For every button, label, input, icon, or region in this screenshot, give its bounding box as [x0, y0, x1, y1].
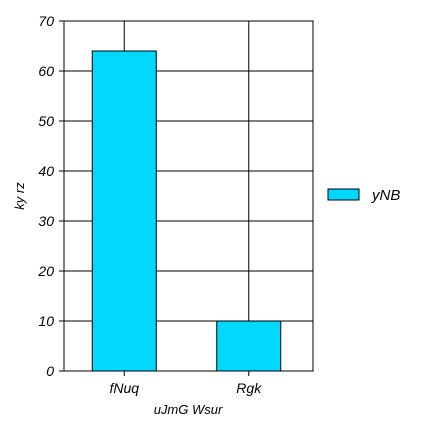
- y-axis-label: ky rz: [12, 182, 27, 210]
- y-tick-label-4: 40: [38, 163, 54, 179]
- y-tick-label-6: 60: [38, 63, 54, 79]
- y-tick-label-0: 0: [46, 363, 54, 379]
- y-tick-label-7: 70: [38, 13, 54, 29]
- plot-frame: [63, 20, 314, 372]
- bar-fNuq: [91, 50, 157, 372]
- y-tick-label-1: 10: [38, 313, 54, 329]
- legend-swatch: [327, 188, 360, 201]
- x-tick-label-0: fNuq: [109, 380, 139, 396]
- legend-label-ynb: yNB: [371, 187, 400, 204]
- y-tick-label-5: 50: [38, 113, 54, 129]
- y-tick-labels: 0 10 20 30 40 50 60 70: [37, 13, 64, 379]
- legend: yNB: [327, 187, 400, 204]
- x-axis-label: uJmG Wsur: [154, 402, 223, 417]
- bar-Rgk: [216, 320, 282, 372]
- x-tick-label-1: Rgk: [236, 380, 262, 396]
- axes-layer: [63, 20, 314, 372]
- x-tick-labels: fNuq Rgk: [109, 371, 262, 396]
- y-tick-label-2: 20: [37, 263, 54, 279]
- bars-layer: [91, 50, 282, 372]
- y-tick-label-3: 30: [38, 213, 54, 229]
